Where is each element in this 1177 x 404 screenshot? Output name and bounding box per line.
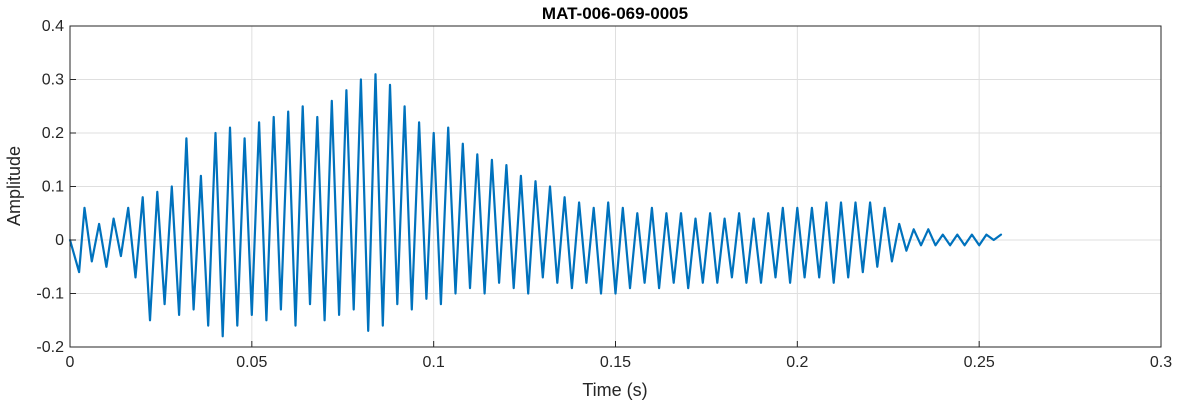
x-tick-label: 0.2 bbox=[786, 354, 808, 371]
y-tick-label: 0.2 bbox=[42, 125, 64, 142]
x-tick-label: 0.1 bbox=[423, 354, 445, 371]
y-tick-label: 0.4 bbox=[42, 18, 64, 35]
x-tick-label: 0.25 bbox=[964, 354, 995, 371]
series-layer bbox=[68, 73, 1003, 338]
y-tick-label: -0.1 bbox=[36, 286, 64, 303]
y-tick-label: 0 bbox=[55, 232, 64, 249]
x-axis-label: Time (s) bbox=[582, 380, 647, 400]
ticks: 0 0.05 0.1 0.15 0.2 0.25 0.3 -0.2 -0.1 0 0.1 0.2 0.3… bbox=[36, 18, 1172, 371]
x-tick-label: 0.15 bbox=[600, 354, 631, 371]
series-line-0 bbox=[68, 73, 1003, 338]
y-tick-label: -0.2 bbox=[36, 339, 64, 356]
x-tick-label: 0.05 bbox=[236, 354, 267, 371]
y-tick-label: 0.3 bbox=[42, 72, 64, 89]
x-tick-label: 0 bbox=[66, 354, 75, 371]
y-axis-label: Amplitude bbox=[4, 146, 24, 226]
x-tick-label: 0.3 bbox=[1150, 354, 1172, 371]
y-tick-label: 0.1 bbox=[42, 179, 64, 196]
chart-title: MAT-006-069-0005 bbox=[542, 4, 688, 23]
